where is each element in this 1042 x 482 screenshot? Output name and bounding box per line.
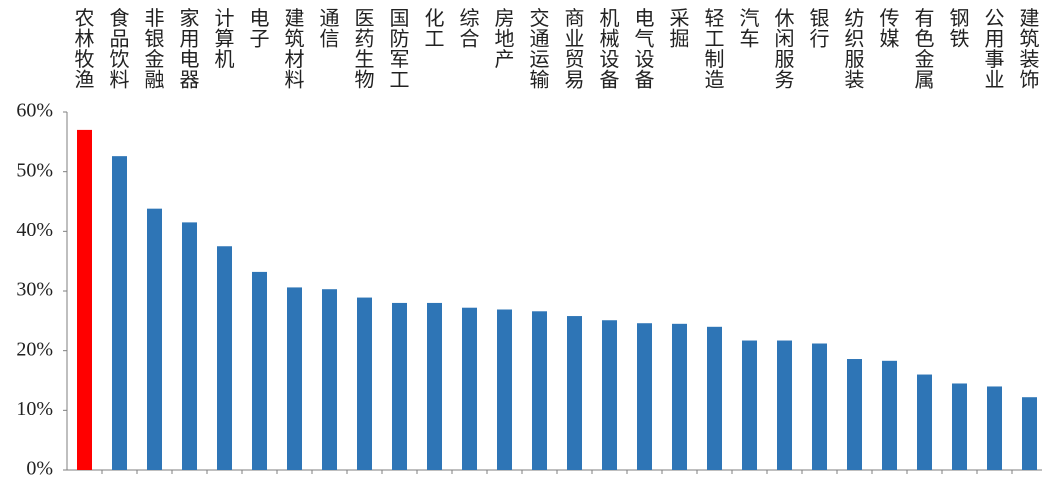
category-label-layer: 农林牧渔食品饮料非银金融家用电器计算机电子建筑材料通信医药生物国防军工化工综合房… [75, 6, 1040, 92]
category-label: 交通运输 [530, 6, 550, 92]
category-label: 电子 [250, 6, 270, 51]
category-label: 采掘 [670, 6, 690, 51]
bar-28 [1022, 397, 1037, 470]
bar-11 [427, 302, 442, 470]
bar-23 [847, 359, 862, 470]
category-label: 房地产 [495, 6, 515, 71]
bar-18 [672, 323, 687, 470]
bar-13 [497, 309, 512, 470]
bar-19 [707, 326, 722, 470]
category-label: 传媒 [880, 6, 900, 51]
bar-16 [602, 320, 617, 470]
y-tick-label: 40% [16, 219, 53, 241]
category-label: 建筑装饰 [1020, 6, 1040, 92]
bar-17 [637, 323, 652, 470]
category-label: 通信 [320, 6, 340, 51]
category-label: 轻工制造 [705, 6, 725, 92]
bar-7 [287, 287, 302, 470]
bar-6 [252, 271, 267, 470]
category-label: 纺织服装 [845, 6, 865, 92]
bar-14 [532, 311, 547, 470]
y-tick-label: 10% [16, 398, 53, 420]
category-label: 商业贸易 [565, 6, 585, 92]
y-tick-label: 20% [16, 338, 53, 360]
bar-22 [812, 343, 827, 470]
bar-26 [952, 383, 967, 470]
bar-20 [742, 340, 757, 470]
category-label: 银行 [810, 6, 830, 51]
bar-layer [77, 129, 1037, 471]
bar-25 [917, 374, 932, 470]
category-label: 国防军工 [390, 6, 410, 92]
category-label: 计算机 [215, 6, 235, 71]
category-label: 非银金融 [145, 6, 165, 92]
category-label: 化工 [425, 6, 445, 51]
bar-1 [77, 129, 92, 470]
category-label: 汽车 [740, 6, 760, 51]
bar-24 [882, 360, 897, 470]
bar-3 [147, 208, 162, 470]
category-label: 医药生物 [355, 6, 375, 92]
y-tick-label: 30% [16, 279, 53, 301]
bar-21 [777, 340, 792, 470]
bar-4 [182, 222, 197, 470]
bar-9 [357, 297, 372, 470]
category-label: 机械设备 [600, 6, 620, 92]
bar-2 [112, 156, 127, 471]
bar-27 [987, 386, 1002, 470]
category-label: 农林牧渔 [75, 6, 95, 92]
bar-10 [392, 302, 407, 470]
bar-12 [462, 307, 477, 470]
category-label: 建筑材料 [285, 6, 305, 92]
bar-8 [322, 289, 337, 470]
category-label: 电气设备 [635, 6, 655, 92]
category-label: 休闲服务 [775, 6, 795, 92]
category-label: 钢铁 [950, 6, 970, 51]
category-label: 有色金属 [915, 6, 935, 92]
category-label: 食品饮料 [110, 6, 130, 92]
category-label: 公用事业 [985, 6, 1005, 92]
bar-15 [567, 316, 582, 470]
y-tick-label: 60% [16, 100, 53, 122]
category-label: 综合 [460, 6, 480, 51]
category-label: 家用电器 [180, 6, 200, 92]
y-tick-label: 50% [16, 159, 53, 181]
bar-5 [217, 246, 232, 470]
y-tick-label: 0% [26, 458, 53, 480]
